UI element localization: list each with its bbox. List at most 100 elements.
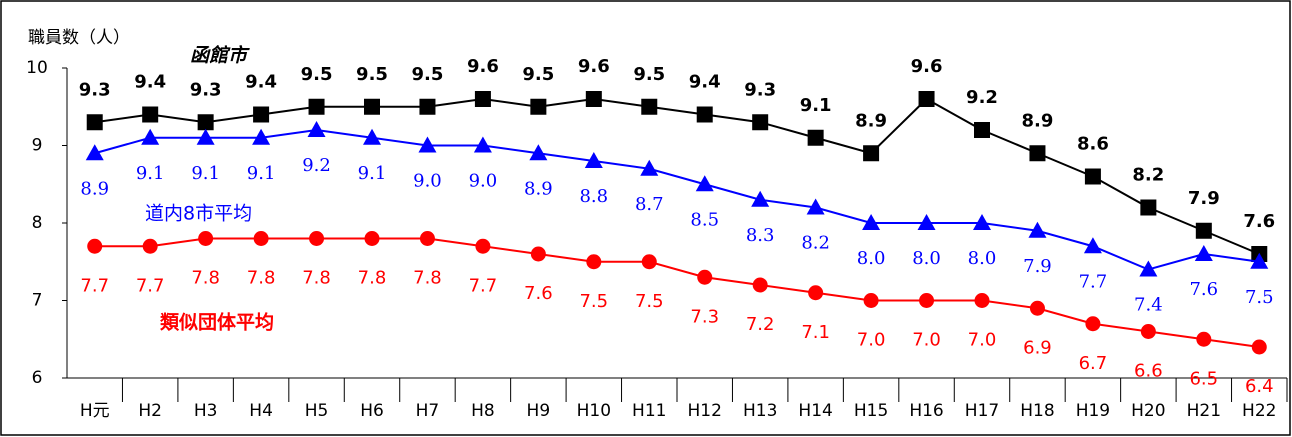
x-tick-label: H21 [1187,401,1221,421]
x-tick-label: H5 [305,401,329,421]
data-label: 9.1 [800,95,832,116]
x-tick-label: H11 [632,401,666,421]
data-label: 7.6 [1243,211,1275,232]
marker [584,152,603,168]
x-tick-label: H6 [360,401,384,421]
x-tick-label: H12 [688,401,722,421]
marker [919,293,935,308]
x-tick-label: H4 [249,401,273,421]
marker [752,114,769,131]
series-label: 道内8市平均 [145,203,252,225]
data-label: 8.8 [579,186,608,207]
marker [586,254,602,270]
data-label: 6.6 [1134,361,1163,382]
series-label: 函館市 [190,45,250,67]
x-tick-label: H9 [527,401,551,421]
marker [751,190,770,207]
data-label: 8.0 [912,248,941,269]
series-line [94,128,1260,271]
marker [364,98,380,115]
marker [1029,300,1045,316]
series-label: 類似団体平均 [159,311,274,334]
data-label: 9.4 [134,72,166,93]
data-label: 9.5 [356,64,388,85]
data-label: 7.2 [746,314,775,335]
data-label: 9.5 [301,64,333,85]
marker [863,145,880,162]
marker [806,198,825,215]
x-tick-label: H20 [1131,401,1165,421]
data-label: 7.0 [857,330,886,351]
x-tick-label: H2 [138,401,162,421]
data-label: 7.0 [968,330,997,351]
data-label: 7.9 [1023,256,1052,277]
marker [309,231,325,246]
marker [973,214,991,230]
data-label: 9.0 [413,171,442,192]
marker [1083,237,1102,254]
x-tick-label: H7 [416,401,440,421]
data-label: 6.7 [1079,353,1108,374]
data-label: 7.9 [1188,188,1220,209]
data-label: 6.5 [1189,368,1218,389]
marker [86,114,103,131]
x-tick-label: H18 [1020,401,1054,421]
marker [1085,316,1101,332]
data-label: 9.1 [136,163,165,184]
x-tick-label: H3 [194,401,218,421]
data-label: 7.8 [247,268,276,289]
data-label: 9.2 [966,87,998,108]
data-label: 7.8 [413,268,442,289]
data-label: 8.9 [80,178,109,199]
data-label: 7.7 [80,275,109,296]
marker [862,214,881,230]
data-label: 7.3 [690,306,719,327]
marker [475,238,491,254]
marker [364,231,380,246]
data-label: 7.8 [191,268,220,289]
y-tick-label: 10 [26,58,48,78]
marker [196,128,215,145]
data-label: 6.9 [1023,337,1052,358]
data-label: 8.2 [801,233,830,254]
marker [308,98,325,115]
data-label: 7.4 [1134,295,1163,316]
x-tick-label: H8 [471,401,495,421]
marker [419,98,436,115]
data-label: 9.5 [522,64,554,85]
marker [529,144,548,161]
marker [419,231,435,246]
marker [141,128,160,145]
marker [974,293,990,308]
marker [641,254,657,270]
marker [918,91,935,107]
marker [530,246,546,262]
marker [530,98,547,115]
marker [585,91,602,107]
x-tick-label: H17 [965,401,999,421]
data-label: 9.3 [190,79,222,100]
x-tick-label: H22 [1242,401,1276,421]
marker [473,136,492,153]
marker [85,144,104,161]
data-label: 9.4 [245,72,277,93]
data-label: 8.7 [635,194,664,215]
marker [863,293,879,308]
x-tick-label: H14 [798,401,832,421]
data-label: 8.6 [1077,134,1109,155]
marker [641,98,658,115]
marker [917,214,936,230]
data-label: 6.4 [1245,376,1274,397]
data-label: 7.5 [1245,287,1274,308]
marker [1139,260,1158,277]
data-label: 7.6 [524,283,553,304]
marker [198,231,214,246]
data-label: 9.5 [412,64,444,85]
y-tick-label: 9 [32,136,43,156]
data-label: 9.6 [578,56,610,77]
marker [253,231,269,246]
marker [1084,168,1101,185]
data-label: 9.6 [911,56,943,77]
data-label: 9.6 [467,56,499,77]
marker [253,106,270,123]
